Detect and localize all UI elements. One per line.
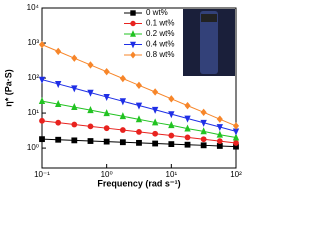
marker (55, 119, 62, 126)
marker (168, 141, 175, 147)
marker (136, 139, 142, 146)
marker (38, 96, 46, 104)
legend-marker (130, 10, 136, 16)
marker (184, 124, 191, 132)
marker (119, 112, 127, 120)
marker (87, 123, 94, 130)
marker (200, 142, 207, 149)
marker (87, 138, 94, 144)
marker (119, 98, 127, 106)
marker (152, 140, 159, 147)
plot-frame (41, 7, 237, 169)
marker (39, 136, 45, 143)
x-tick-label: 10⁻¹ (34, 170, 50, 179)
y-tick-label: 10⁴ (27, 3, 40, 12)
marker (103, 125, 110, 132)
legend-marker (130, 30, 136, 37)
legend-label: 0 wt% (146, 8, 168, 17)
marker (136, 128, 142, 135)
marker (55, 100, 62, 108)
x-axis-label: Frequency (rad s⁻¹) (97, 178, 180, 188)
marker (39, 117, 45, 124)
marker (151, 118, 159, 126)
marker (184, 101, 191, 110)
legend-marker (130, 51, 136, 59)
marker (71, 54, 78, 62)
legend-marker (130, 20, 136, 27)
marker (119, 74, 126, 83)
legend-label: 0.8 wt% (146, 50, 174, 59)
chart: Frequency (rad s⁻¹) η* (Pa·S) 10⁻¹ 10⁰ 10¹… (3, 3, 242, 188)
marker (232, 133, 240, 141)
legend-label: 0.2 wt% (146, 29, 174, 38)
marker (232, 122, 240, 130)
marker (119, 139, 126, 146)
y-tick-label: 10³ (27, 38, 39, 47)
y-tick-label: 10⁰ (27, 143, 39, 152)
legend-label: 0.4 wt% (146, 40, 174, 49)
marker (103, 109, 110, 117)
marker (135, 81, 143, 89)
marker (184, 141, 191, 148)
marker (135, 102, 143, 110)
marker (216, 130, 223, 138)
marker (152, 88, 159, 96)
marker (38, 76, 46, 84)
marker (200, 119, 207, 127)
marker (87, 61, 94, 69)
marker (216, 143, 223, 149)
y-tick-label: 10¹ (27, 108, 39, 117)
marker (216, 138, 223, 145)
marker (38, 40, 46, 49)
legend-marker (130, 41, 136, 49)
inset-photo (183, 9, 235, 76)
marker (216, 124, 223, 132)
inset-cap (201, 14, 217, 22)
marker (151, 106, 159, 114)
marker (168, 132, 175, 139)
marker (200, 136, 207, 143)
marker (135, 115, 143, 123)
marker (87, 89, 94, 97)
marker (168, 95, 175, 103)
inset-vial (200, 11, 218, 74)
x-tick-label: 10⁰ (101, 170, 113, 179)
x-tick-label: 10¹ (166, 170, 178, 179)
page: Frequency (rad s⁻¹) η* (Pa·S) 10⁻¹ 10⁰ 10¹… (3, 3, 243, 189)
marker (71, 85, 78, 93)
marker (200, 127, 207, 135)
marker (184, 115, 191, 123)
marker (168, 121, 175, 129)
marker (55, 81, 62, 89)
marker (233, 140, 239, 146)
y-axis-label: η* (Pa·S) (3, 69, 13, 107)
marker (55, 136, 62, 143)
marker (103, 94, 110, 102)
marker (152, 130, 159, 137)
marker (87, 106, 94, 114)
marker (184, 134, 191, 141)
marker (71, 121, 78, 128)
legend-label: 0.1 wt% (146, 19, 174, 28)
marker (71, 102, 78, 111)
marker (103, 67, 110, 76)
marker (55, 47, 62, 56)
x-tick-label: 10² (230, 170, 242, 179)
marker (168, 111, 175, 119)
marker (232, 128, 240, 136)
marker (216, 115, 223, 123)
y-tick-label: 10² (27, 73, 39, 82)
marker (200, 108, 207, 117)
marker (71, 137, 78, 144)
marker (119, 127, 126, 133)
marker (103, 138, 110, 145)
